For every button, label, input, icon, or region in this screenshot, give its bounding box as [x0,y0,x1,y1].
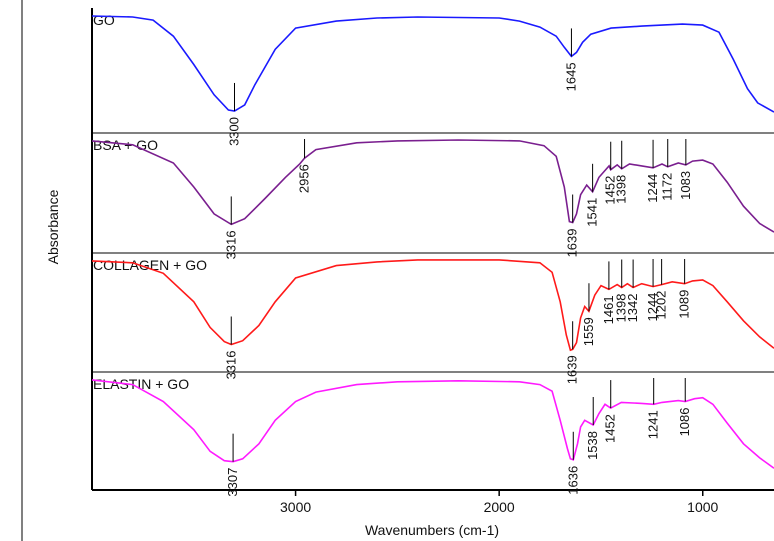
panel-label: ELASTIN + GO [93,376,189,392]
peak-label: 1244 [645,174,660,203]
peak-label: 3316 [223,230,238,259]
peak-label: 1241 [646,410,661,439]
spectrum-line [91,379,774,469]
spectrum-line [91,15,774,113]
peak-label: 1089 [677,290,692,319]
peak-label: 1538 [585,431,600,460]
x-tick-label: 1000 [687,499,718,515]
peak-label: 3307 [225,468,240,497]
peak-label: 1645 [563,62,578,91]
peak-label: 1461 [601,295,616,324]
peak-label: 1342 [625,294,640,323]
peak-label: 1244 [645,293,660,322]
peak-label: 2956 [297,164,312,193]
peak-label: 1083 [678,171,693,200]
panel-label: COLLAGEN + GO [93,257,207,273]
x-axis-title: Wavenumbers (cm-1) [365,522,499,538]
peak-label: 1636 [565,466,580,495]
peak-label: 1559 [581,317,596,346]
peak-label: 1202 [654,291,669,320]
peak-label: 1398 [614,175,629,204]
panel-label: GO [93,12,115,28]
peak-label: 1452 [603,176,618,205]
panel-frames [21,0,774,541]
peak-label: 1639 [565,229,580,258]
x-axis: 3000 2000 1000 [280,490,719,515]
panel-label: BSA + GO [93,137,158,153]
spectrum-line [91,259,774,352]
peak-label: 3316 [223,351,238,380]
spectrum-line [91,139,774,233]
peak-label: 3300 [227,117,242,146]
peak-label: 1398 [614,294,629,323]
peak-label: 1639 [565,355,580,384]
peak-label: 1086 [677,408,692,437]
x-tick-label: 3000 [280,499,311,515]
y-axis-title: Absorbance [45,189,61,264]
panel-1: GO 3300 1645 [91,12,774,146]
x-tick-label: 2000 [484,499,515,515]
peak-label: 1452 [603,414,618,443]
peak-label: 1541 [585,198,600,227]
peak-label: 1172 [660,173,675,201]
